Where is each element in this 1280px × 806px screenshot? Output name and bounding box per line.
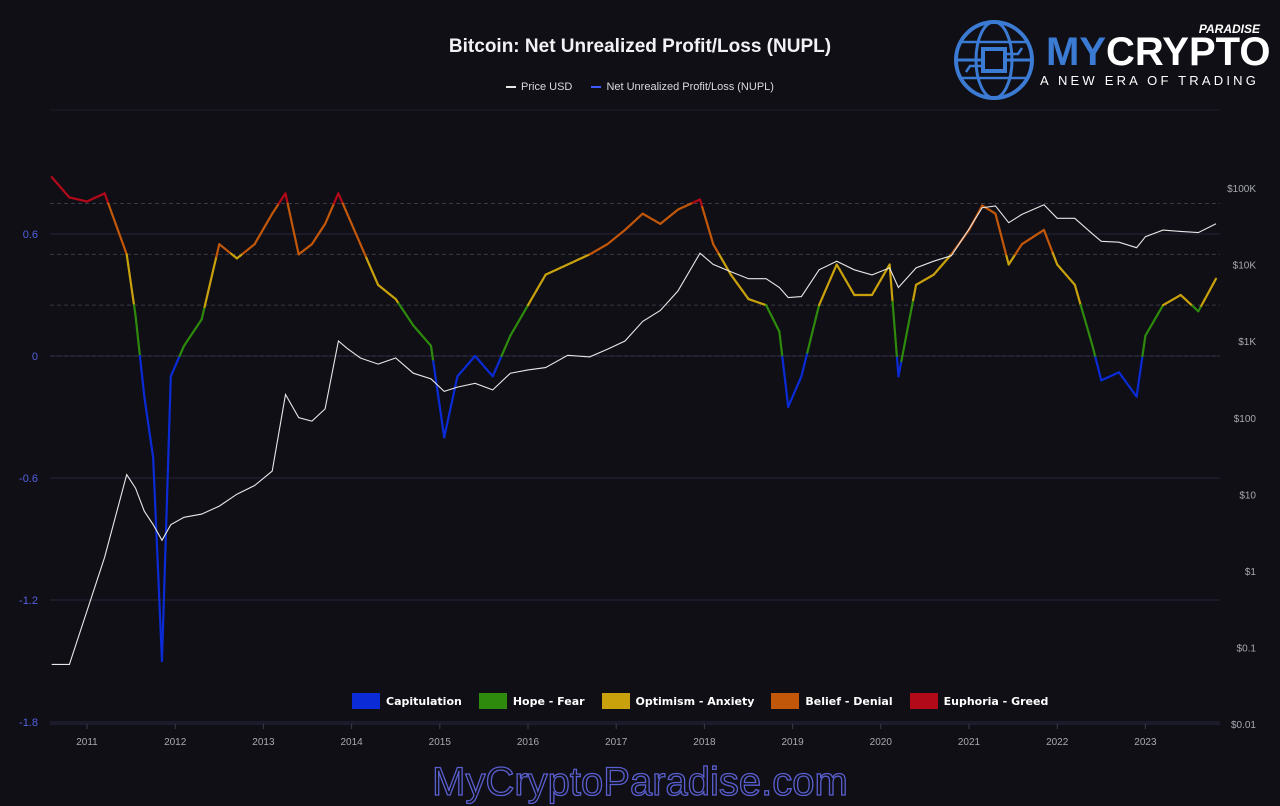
hope-fear-swatch-icon xyxy=(478,693,507,709)
logo-brand: MYCRYPTO xyxy=(1046,32,1270,72)
x-tick-label: 2015 xyxy=(429,737,452,748)
right-tick-label: $1 xyxy=(1245,567,1257,578)
x-tick-label: 2020 xyxy=(870,737,893,748)
right-tick-label: $0.1 xyxy=(1237,644,1257,655)
axis-labels: 0.6 0 -0.6 -1.2 -1.8 $100K $10K $1K $100 $10 $1 $0.… xyxy=(19,184,1256,748)
series-legend: Price USD Net Unrealized Profit/Loss (NU… xyxy=(0,79,1280,93)
x-tick-label: 2014 xyxy=(340,737,363,748)
zone-legend: Capitulation Hope - Fear Optimism - Anxi… xyxy=(352,693,1065,709)
logo-brand-my: MY xyxy=(1046,30,1106,74)
capitulation-swatch-icon xyxy=(352,693,380,709)
zone-label: Euphoria - Greed xyxy=(943,694,1049,708)
logo-tagline: A NEW ERA OF TRADING xyxy=(1040,73,1260,88)
x-tick-label: 2023 xyxy=(1134,737,1157,748)
zone-capitulation[interactable]: Capitulation xyxy=(352,693,462,709)
right-tick-label: $100 xyxy=(1234,414,1257,425)
logo-brand-crypto: CRYPTO xyxy=(1106,30,1271,74)
zone-optimism-anxiety[interactable]: Optimism - Anxiety xyxy=(601,693,755,709)
x-tick-label: 2022 xyxy=(1046,737,1069,748)
euphoria-greed-swatch-icon xyxy=(909,693,938,709)
left-tick-label: 0.6 xyxy=(23,229,38,241)
logo-paradise-text: PARADISE xyxy=(1198,22,1260,36)
zone-label: Optimism - Anxiety xyxy=(635,694,755,708)
price-line xyxy=(51,204,1217,665)
zone-label: Belief - Denial xyxy=(805,694,893,708)
mycrypto-logo: PARADISE MYCRYPTO A NEW ERA OF TRADING xyxy=(950,18,1270,104)
left-tick-label: 0 xyxy=(32,351,38,363)
zone-belief-denial[interactable]: Belief - Denial xyxy=(771,693,893,709)
x-tick-label: 2013 xyxy=(252,737,275,748)
x-tick-label: 2019 xyxy=(781,737,804,748)
zone-hope-fear[interactable]: Hope - Fear xyxy=(478,693,585,709)
left-tick-label: -0.6 xyxy=(19,473,38,485)
left-tick-label: -1.8 xyxy=(19,717,38,729)
x-tick-label: 2016 xyxy=(517,737,540,748)
x-tick-label: 2011 xyxy=(76,737,98,748)
legend-item-nupl[interactable]: Net Unrealized Profit/Loss (NUPL) xyxy=(591,81,774,93)
x-tick-label: 2021 xyxy=(958,737,981,748)
right-tick-label: $0.01 xyxy=(1231,720,1256,731)
globe-chip-icon xyxy=(954,20,1034,100)
right-tick-label: $1K xyxy=(1238,337,1256,348)
watermark-url: MyCryptoParadise.com xyxy=(432,759,849,804)
right-tick-label: $100K xyxy=(1227,184,1256,195)
zone-label: Capitulation xyxy=(386,694,462,708)
legend-label-nupl: Net Unrealized Profit/Loss (NUPL) xyxy=(606,81,774,93)
belief-denial-swatch-icon xyxy=(771,693,800,709)
right-tick-label: $10K xyxy=(1233,261,1257,272)
nupl-line xyxy=(50,175,1218,663)
chart-title: Bitcoin: Net Unrealized Profit/Loss (NUP… xyxy=(448,36,832,57)
gridlines xyxy=(50,109,1220,729)
legend-item-price[interactable]: Price USD xyxy=(506,81,572,93)
legend-label-price: Price USD xyxy=(521,81,573,93)
x-tick-label: 2017 xyxy=(605,737,628,748)
left-tick-label: -1.2 xyxy=(19,595,38,607)
x-tick-label: 2018 xyxy=(693,737,716,748)
nupl-swatch-icon xyxy=(591,86,602,88)
price-swatch-icon xyxy=(506,86,517,88)
right-tick-label: $10 xyxy=(1239,490,1256,501)
zone-euphoria-greed[interactable]: Euphoria - Greed xyxy=(909,693,1049,709)
optimism-anxiety-swatch-icon xyxy=(601,693,630,709)
zone-label: Hope - Fear xyxy=(512,694,585,708)
x-tick-label: 2012 xyxy=(164,737,187,748)
